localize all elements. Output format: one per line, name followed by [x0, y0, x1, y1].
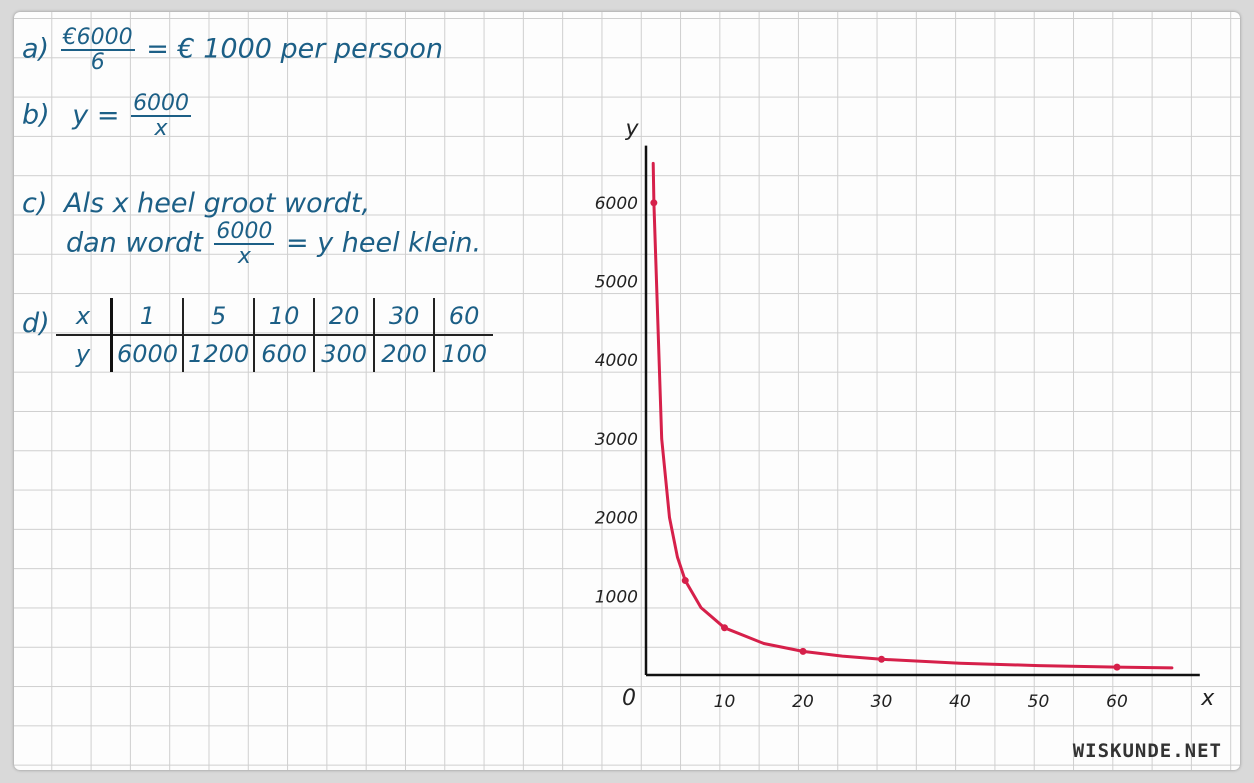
- x-axis-label: x: [1200, 686, 1215, 711]
- fraction-b-denominator: x: [154, 116, 168, 142]
- fraction-c-numerator: 6000: [214, 219, 275, 246]
- label-d: d): [22, 308, 50, 339]
- x-tick-label: 40: [949, 692, 971, 712]
- y-tick-label: 4000: [595, 351, 638, 371]
- data-point: [650, 199, 658, 207]
- x-tick-label: 20: [792, 692, 814, 712]
- y-axis-label: y: [624, 117, 639, 142]
- answer-c-text2-pre: dan wordt: [66, 227, 203, 259]
- label-c: c): [22, 188, 48, 219]
- data-point: [878, 655, 885, 663]
- y-tick-label: 2000: [595, 509, 638, 529]
- table-cell: 1: [110, 298, 184, 336]
- table-cell: 200: [373, 335, 435, 372]
- label-a: a): [22, 33, 50, 65]
- data-point: [681, 577, 689, 585]
- table-cell: 300: [313, 335, 375, 372]
- x-tick-label: 50: [1028, 692, 1050, 712]
- watermark-logo: WISKUNDE.NET: [1072, 740, 1222, 762]
- origin-label: 0: [622, 686, 636, 711]
- x-tick-label: 10: [714, 692, 736, 712]
- fraction-b-numerator: 6000: [131, 91, 192, 118]
- y-tick-label: 1000: [595, 587, 638, 607]
- answer-c-text1: Als x heel groot wordt,: [63, 188, 371, 219]
- table-cell: 5: [182, 298, 255, 336]
- table-cell: 600: [253, 335, 315, 372]
- table-row-x: x 1 5 10 20 30 60: [56, 298, 494, 336]
- graph: 10 20 30 40 50 60 1000 2000 3000 4000 5000 6000 0 x y: [595, 117, 1216, 712]
- x-tick-label: 60: [1106, 692, 1128, 712]
- data-point: [799, 647, 807, 655]
- table-cell: 6000: [110, 335, 184, 372]
- label-b: b): [22, 99, 50, 131]
- table-cell: y: [75, 340, 91, 368]
- fraction-c-denominator: x: [237, 244, 251, 270]
- y-tick-label: 5000: [595, 273, 638, 293]
- curve-series: [651, 161, 1174, 670]
- answer-b-lhs: y =: [72, 99, 120, 131]
- answer-c-text2-post: = y heel klein.: [286, 227, 482, 259]
- fraction-c: 6000 x: [214, 219, 275, 270]
- answer-c-line2: dan wordt 6000 x = y heel klein.: [66, 220, 481, 268]
- table-cell: 30: [373, 298, 435, 336]
- answer-c-line1: c) Als x heel groot wordt,: [22, 188, 370, 219]
- table-cell: 60: [433, 298, 494, 336]
- x-tick-label: 30: [871, 692, 893, 712]
- table-cell: 1200: [182, 335, 255, 372]
- y-tick-label: 6000: [595, 194, 638, 214]
- value-table: x 1 5 10 20 30 60 y 6000 1200 600 300 20…: [56, 298, 494, 372]
- fraction-a-denominator: 6: [90, 50, 105, 76]
- answer-b: b) y = 6000 x: [22, 92, 194, 140]
- fraction-b: 6000 x: [131, 91, 192, 142]
- answer-a-text: = € 1000 per persoon: [146, 33, 444, 65]
- table-cell: x: [56, 298, 112, 336]
- whiteboard: a) €6000 6 = € 1000 per persoon b) y = 6…: [14, 12, 1240, 770]
- fraction-a: €6000 6: [60, 25, 135, 76]
- data-point: [721, 624, 728, 632]
- data-point: [1113, 663, 1121, 671]
- table-cell: 10: [253, 298, 315, 336]
- table-cell: 20: [313, 298, 375, 336]
- y-tick-label: 3000: [595, 430, 638, 450]
- table-cell: 100: [433, 335, 494, 372]
- fraction-a-numerator: €6000: [60, 25, 135, 52]
- table-row-y: y 6000 1200 600 300 200 100: [56, 335, 494, 372]
- answer-a: a) €6000 6 = € 1000 per persoon: [22, 26, 443, 74]
